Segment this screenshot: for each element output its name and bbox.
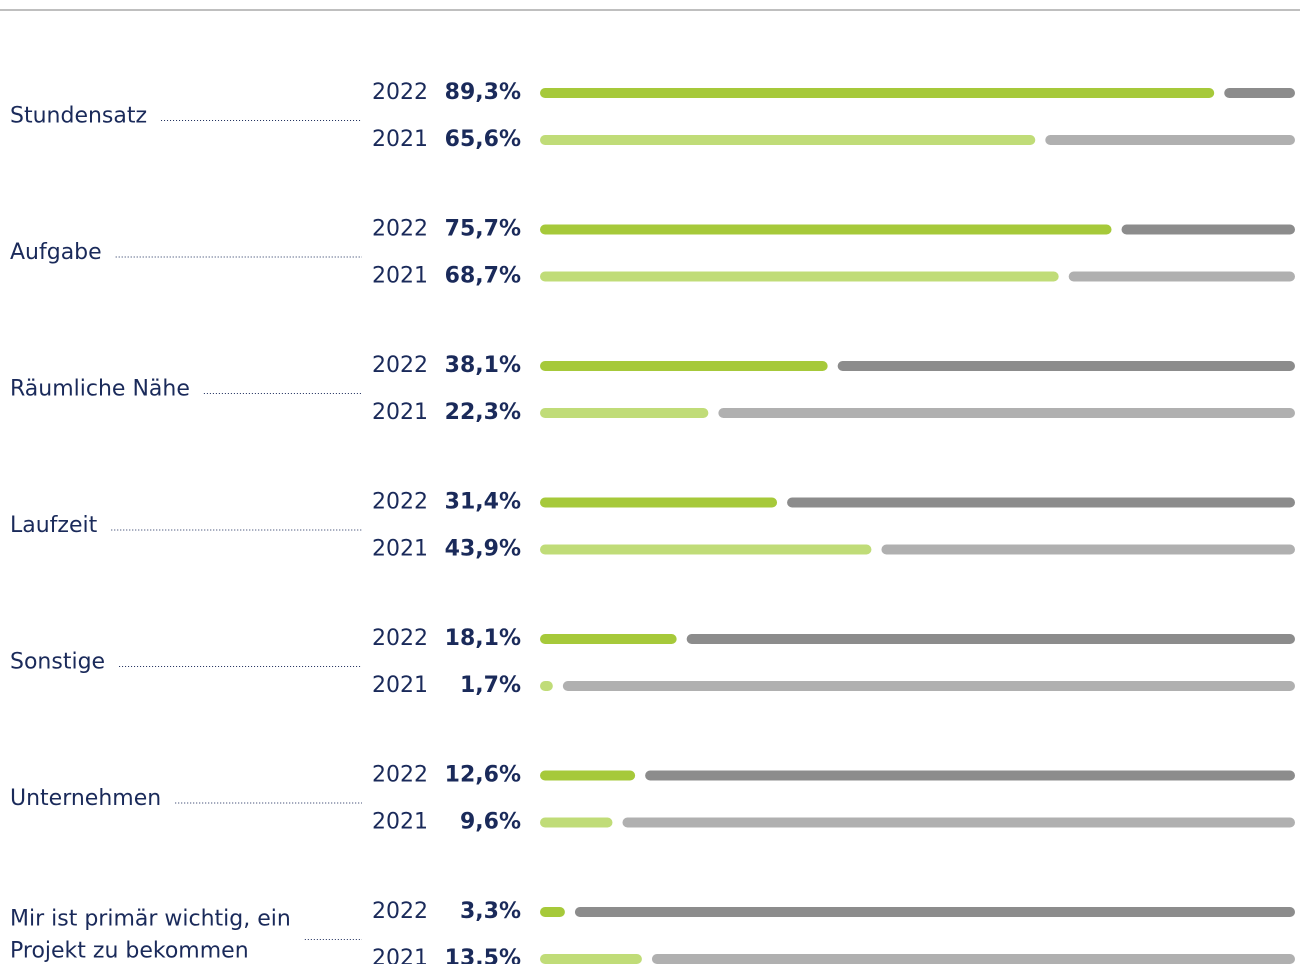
bar — [540, 954, 642, 964]
bar — [540, 907, 565, 917]
bar — [540, 361, 828, 371]
year-label: 2021 — [372, 537, 428, 562]
value-label: 3,3% — [460, 899, 521, 924]
value-label: 12,6% — [445, 763, 521, 788]
remainder-track — [837, 361, 1295, 371]
category-label: Stundensatz — [10, 104, 147, 129]
bar — [540, 224, 1112, 235]
year-label: 2022 — [372, 353, 428, 378]
bar — [540, 497, 778, 508]
value-label: 68,7% — [445, 264, 521, 289]
remainder-track — [718, 408, 1295, 418]
value-label: 65,6% — [445, 127, 521, 152]
remainder-track — [1224, 88, 1295, 98]
value-label: 9,6% — [460, 810, 521, 835]
value-label: 18,1% — [445, 626, 521, 651]
category-label: Unternehmen — [10, 786, 161, 811]
bar — [540, 408, 709, 418]
bar — [540, 817, 613, 828]
remainder-track — [574, 907, 1295, 917]
year-label: 2021 — [372, 264, 428, 289]
remainder-track — [1045, 135, 1295, 145]
value-label: 31,4% — [445, 490, 521, 515]
value-label: 43,9% — [445, 537, 521, 562]
year-label: 2022 — [372, 763, 428, 788]
year-label: 2021 — [372, 400, 428, 425]
category-label: Räumliche Nähe — [10, 377, 190, 402]
year-label: 2022 — [372, 899, 428, 924]
remainder-track — [645, 770, 1295, 781]
value-label: 89,3% — [445, 80, 521, 105]
remainder-track — [686, 634, 1295, 644]
year-label: 2022 — [372, 490, 428, 515]
year-label: 2021 — [372, 673, 428, 698]
category-label: Laufzeit — [10, 513, 98, 538]
remainder-track — [651, 954, 1295, 964]
remainder-track — [787, 497, 1295, 508]
category-label: Aufgabe — [10, 240, 102, 265]
year-label: 2022 — [372, 626, 428, 651]
category-label: Mir ist primär wichtig, ein Projekt zu be… — [10, 907, 291, 964]
year-label: 2021 — [372, 127, 428, 152]
bar — [540, 634, 677, 644]
value-label: 1,7% — [460, 673, 521, 698]
bar — [540, 271, 1059, 282]
value-label: 75,7% — [445, 217, 521, 242]
bar — [540, 135, 1036, 145]
remainder-track — [562, 681, 1295, 691]
remainder-track — [1068, 271, 1295, 282]
bar — [540, 544, 872, 555]
bar — [540, 770, 636, 781]
value-label: 38,1% — [445, 353, 521, 378]
remainder-track — [881, 544, 1295, 555]
remainder-track — [1121, 224, 1295, 235]
year-label: 2022 — [372, 217, 428, 242]
value-label: 22,3% — [445, 400, 521, 425]
remainder-track — [622, 817, 1295, 828]
year-label: 2022 — [372, 80, 428, 105]
year-label: 2021 — [372, 946, 428, 964]
value-label: 13,5% — [445, 946, 521, 964]
year-label: 2021 — [372, 810, 428, 835]
category-label: Sonstige — [10, 650, 105, 675]
bar — [540, 681, 553, 691]
bar — [540, 88, 1215, 98]
